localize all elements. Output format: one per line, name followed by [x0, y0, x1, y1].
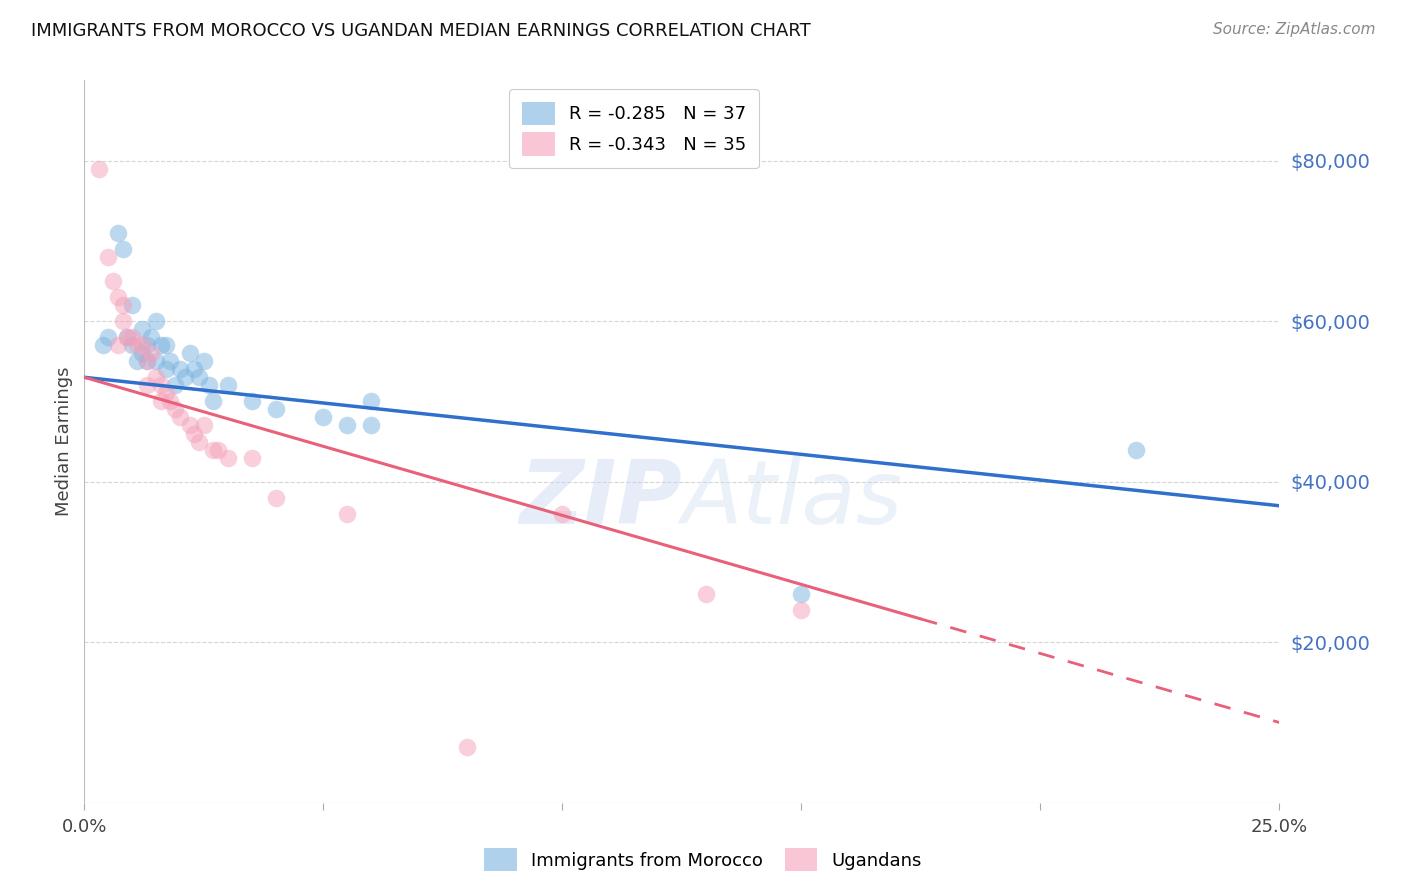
Point: [207, 442, 229, 457]
Text: Atlas: Atlas: [682, 457, 903, 542]
Point: [188, 434, 211, 449]
Point: [117, 330, 139, 344]
Point: [360, 418, 382, 433]
Point: [155, 362, 177, 376]
Point: [97, 330, 120, 344]
Point: [202, 442, 225, 457]
Point: [217, 450, 239, 465]
Point: [111, 242, 134, 256]
Point: [336, 418, 359, 433]
Point: [135, 354, 157, 368]
Point: [159, 354, 181, 368]
Point: [131, 346, 153, 360]
Point: [111, 314, 134, 328]
Point: [149, 394, 172, 409]
Point: [107, 338, 129, 352]
Point: [155, 386, 177, 401]
Point: [131, 322, 153, 336]
Point: [111, 298, 134, 312]
Point: [217, 378, 239, 392]
Point: [240, 450, 263, 465]
Point: [179, 418, 201, 433]
Point: [336, 507, 359, 521]
Point: [169, 410, 191, 425]
Point: [149, 378, 172, 392]
Point: [87, 161, 110, 176]
Point: [121, 338, 143, 352]
Point: [145, 354, 167, 368]
Point: [1125, 442, 1147, 457]
Point: [790, 603, 813, 617]
Point: [125, 338, 148, 352]
Text: IMMIGRANTS FROM MOROCCO VS UGANDAN MEDIAN EARNINGS CORRELATION CHART: IMMIGRANTS FROM MOROCCO VS UGANDAN MEDIA…: [31, 22, 811, 40]
Legend: Immigrants from Morocco, Ugandans: Immigrants from Morocco, Ugandans: [477, 841, 929, 879]
Point: [695, 587, 717, 601]
Point: [173, 370, 195, 384]
Point: [312, 410, 335, 425]
Point: [121, 298, 143, 312]
Point: [456, 739, 478, 754]
Point: [155, 338, 177, 352]
Point: [117, 330, 139, 344]
Point: [179, 346, 201, 360]
Point: [197, 378, 219, 392]
Point: [135, 354, 157, 368]
Point: [141, 346, 163, 360]
Point: [202, 394, 225, 409]
Legend: R = -0.285   N = 37, R = -0.343   N = 35: R = -0.285 N = 37, R = -0.343 N = 35: [509, 89, 759, 169]
Point: [101, 274, 124, 288]
Point: [135, 338, 157, 352]
Point: [145, 314, 167, 328]
Point: [159, 394, 181, 409]
Point: [93, 338, 115, 352]
Point: [121, 330, 143, 344]
Point: [193, 418, 215, 433]
Text: ZIP: ZIP: [519, 456, 682, 543]
Point: [125, 354, 148, 368]
Point: [360, 394, 382, 409]
Point: [165, 402, 187, 417]
Y-axis label: Median Earnings: Median Earnings: [55, 367, 73, 516]
Point: [131, 338, 153, 352]
Point: [165, 378, 187, 392]
Point: [264, 491, 287, 505]
Point: [188, 370, 211, 384]
Point: [141, 330, 163, 344]
Point: [97, 250, 120, 264]
Point: [169, 362, 191, 376]
Point: [149, 338, 172, 352]
Point: [183, 426, 205, 441]
Text: Source: ZipAtlas.com: Source: ZipAtlas.com: [1212, 22, 1375, 37]
Point: [790, 587, 813, 601]
Point: [264, 402, 287, 417]
Point: [107, 226, 129, 240]
Point: [107, 290, 129, 304]
Point: [183, 362, 205, 376]
Point: [193, 354, 215, 368]
Point: [240, 394, 263, 409]
Point: [551, 507, 574, 521]
Point: [135, 378, 157, 392]
Point: [145, 370, 167, 384]
